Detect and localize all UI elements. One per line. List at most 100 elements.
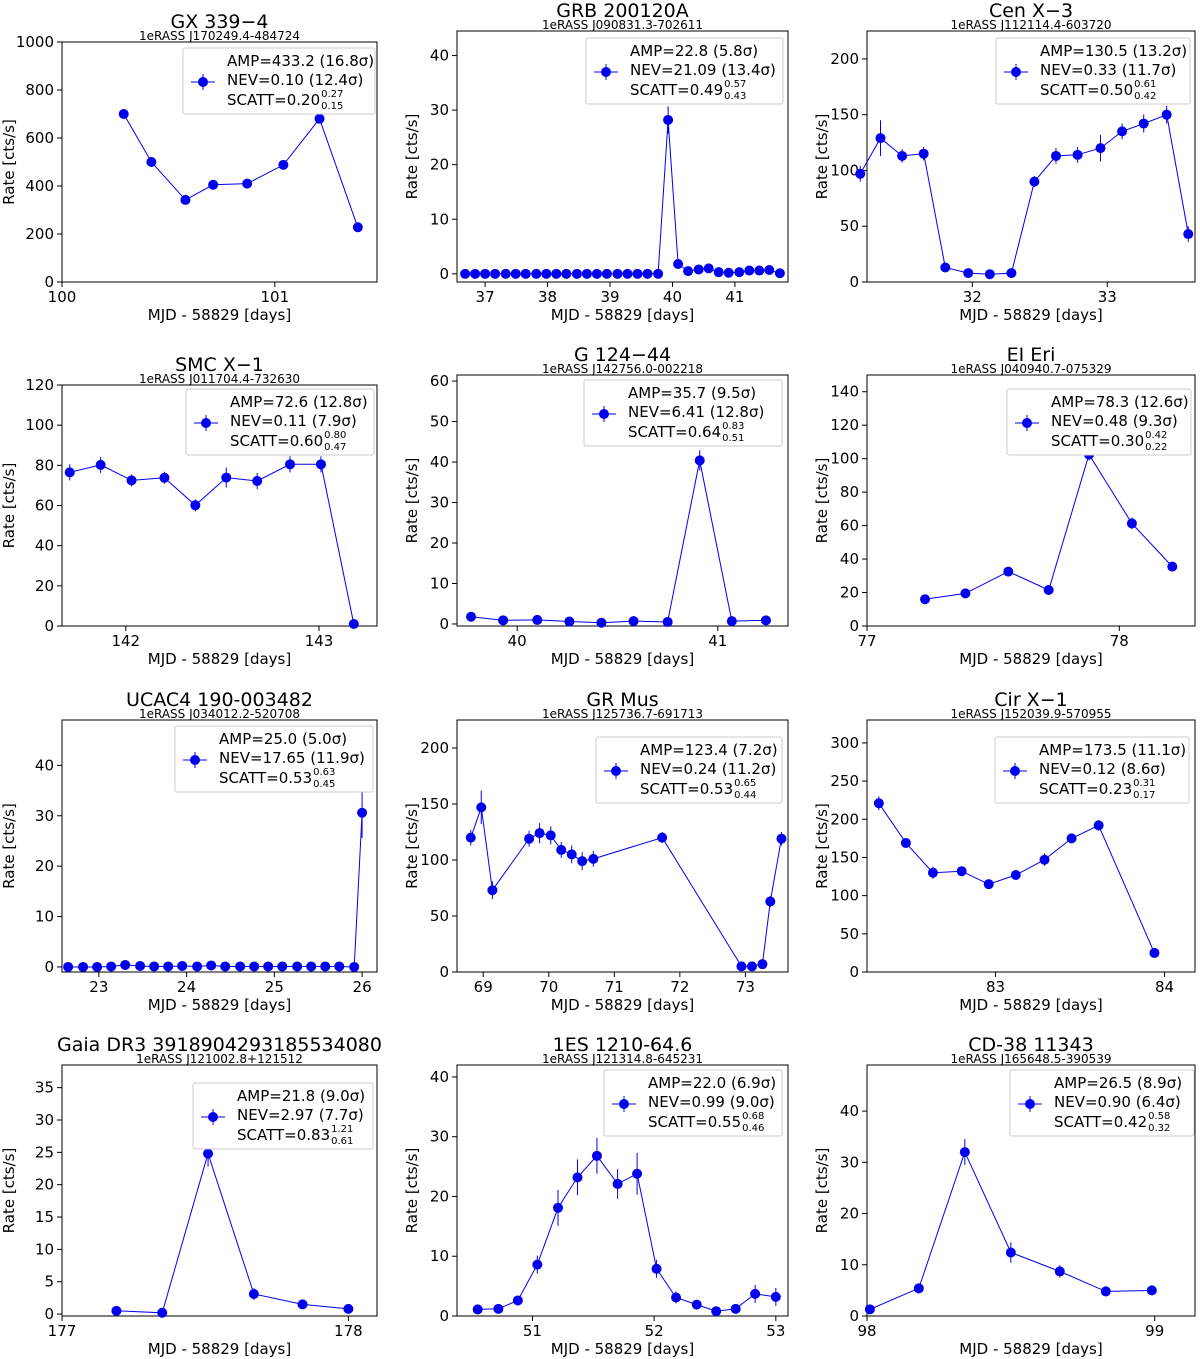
data-point — [591, 268, 602, 279]
data-point — [561, 268, 572, 279]
y-tick-label: 30 — [35, 807, 54, 825]
data-point — [203, 1148, 214, 1159]
data-point — [959, 1147, 970, 1158]
legend-marker — [1010, 766, 1020, 776]
plot-frame — [61, 1064, 378, 1317]
legend-nev: NEV=0.10 (12.4σ) — [227, 71, 363, 89]
chart-subtitle: 1eRASS J034012.2-520708 — [139, 707, 300, 721]
data-point — [106, 961, 117, 972]
y-tick-label: 100 — [25, 416, 54, 434]
data-point — [754, 265, 765, 276]
legend-scatt-upper: 0.68 — [742, 1111, 764, 1122]
legend-amp: AMP=123.4 (7.2σ) — [640, 741, 778, 759]
data-point — [875, 133, 886, 144]
chart-title: GRB 200120A — [556, 0, 689, 22]
legend-scatt: SCATT=0.53 — [640, 780, 733, 798]
legend-scatt: SCATT=0.60 — [230, 432, 323, 450]
x-tick-label: 25 — [265, 978, 284, 996]
data-point — [1146, 1285, 1157, 1296]
data-point — [864, 1304, 875, 1315]
x-tick-label: 41 — [725, 288, 744, 306]
chart-subtitle: 1eRASS J011704.4-732630 — [139, 372, 300, 386]
y-tick-label: 200 — [830, 50, 859, 68]
data-point — [1138, 118, 1149, 129]
y-tick-label: 30 — [35, 1111, 54, 1129]
data-point — [314, 113, 325, 124]
y-tick-label: 120 — [830, 416, 859, 434]
x-tick-label: 32 — [963, 288, 982, 306]
legend-scatt-upper: 0.57 — [724, 79, 746, 90]
legend-box — [583, 379, 783, 447]
x-tick-label: 40 — [508, 632, 527, 650]
y-axis-label: Rate [cts/s] — [0, 463, 18, 549]
data-point — [920, 594, 931, 605]
chart-title: GX 339−4 — [170, 11, 268, 33]
data-point — [1161, 109, 1172, 120]
data-point — [248, 1289, 259, 1300]
data-point — [149, 961, 160, 972]
x-axis-label: MJD - 58829 [days] — [959, 650, 1102, 668]
legend-box — [1009, 1069, 1195, 1137]
data-point — [95, 459, 106, 470]
data-point — [551, 268, 562, 279]
x-tick-label: 73 — [736, 978, 755, 996]
y-tick-label: 30 — [430, 1128, 449, 1146]
y-tick-label: 20 — [840, 1205, 859, 1223]
legend: AMP=173.5 (11.1σ)NEV=0.12 (8.6σ) SCATT=0.… — [994, 736, 1190, 804]
y-tick-label: 200 — [25, 225, 54, 243]
legend: AMP=26.5 (8.9σ)NEV=0.90 (6.4σ) SCATT=0.42… — [1009, 1069, 1195, 1137]
data-point — [683, 266, 694, 277]
data-point — [524, 833, 535, 844]
data-point — [541, 268, 552, 279]
data-point — [897, 150, 908, 161]
legend-scatt: SCATT=0.20 — [227, 91, 320, 109]
legend-scatt: SCATT=0.42 — [1054, 1113, 1147, 1131]
legend-scatt-lower: 0.22 — [1145, 442, 1167, 453]
data-point — [581, 268, 592, 279]
y-tick-label: 0 — [44, 958, 54, 976]
chart-title: Gaia DR3 3918904293185534080 — [57, 1034, 382, 1056]
y-tick-label: 40 — [430, 453, 449, 471]
y-tick-label: 10 — [35, 1240, 54, 1258]
data-point — [657, 832, 668, 843]
legend-amp: AMP=22.8 (5.8σ) — [630, 42, 758, 60]
legend: AMP=22.0 (6.9σ)NEV=0.99 (9.0σ) SCATT=0.55… — [603, 1069, 783, 1137]
legend: AMP=25.0 (5.0σ)NEV=17.65 (11.9σ) SCATT=0.… — [174, 725, 374, 793]
legend-scatt-lower: 0.32 — [1148, 1123, 1170, 1134]
x-tick-label: 53 — [766, 1322, 785, 1340]
y-tick-label: 0 — [439, 963, 449, 981]
legend: AMP=22.8 (5.8σ)NEV=21.09 (13.4σ) SCATT=0.… — [585, 37, 784, 105]
data-point — [498, 615, 509, 626]
data-point — [553, 1202, 564, 1213]
chart-subtitle: 1eRASS J125736.7-691713 — [542, 707, 703, 721]
y-tick-label: 0 — [44, 273, 54, 291]
data-point — [357, 807, 368, 818]
legend-box — [185, 388, 375, 456]
chart-subtitle: 1eRASS J142756.0-002218 — [542, 362, 703, 376]
y-tick-label: 0 — [849, 963, 859, 981]
y-tick-label: 0 — [849, 273, 859, 291]
y-tick-label: 25 — [35, 1143, 54, 1161]
chart-title: CD-38 11343 — [968, 1034, 1093, 1056]
data-point — [510, 268, 521, 279]
x-tick-label: 38 — [538, 288, 557, 306]
y-tick-label: 50 — [430, 413, 449, 431]
legend-marker — [201, 418, 211, 428]
data-point — [622, 268, 633, 279]
plot-frame — [456, 719, 789, 973]
plot-frame — [456, 1064, 789, 1317]
data-point — [566, 849, 577, 860]
data-point — [572, 1172, 583, 1183]
data-point — [776, 833, 787, 844]
data-point — [734, 267, 745, 278]
data-point — [480, 268, 491, 279]
y-tick-label: 40 — [35, 756, 54, 774]
data-point — [984, 269, 995, 280]
y-tick-label: 150 — [830, 848, 859, 866]
y-tick-label: 10 — [840, 1256, 859, 1274]
x-tick-label: 98 — [857, 1322, 876, 1340]
